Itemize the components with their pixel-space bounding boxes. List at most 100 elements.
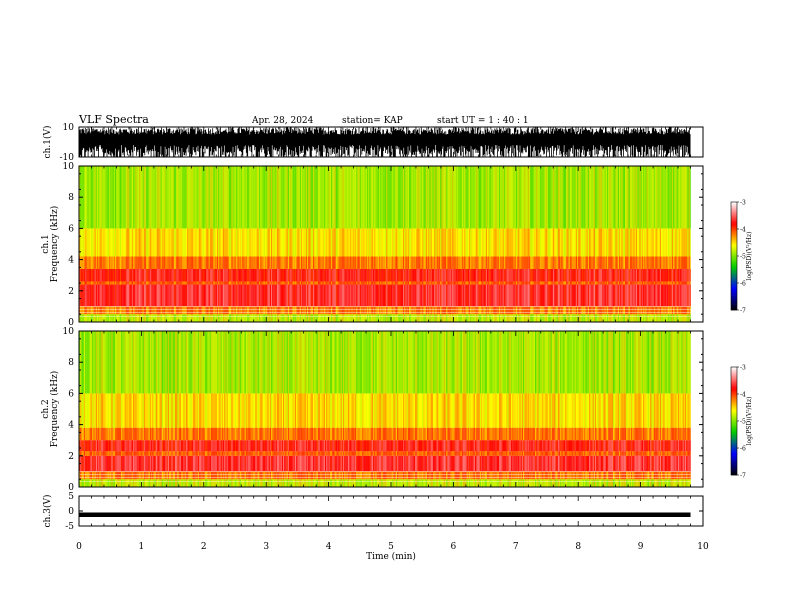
spectrogram-streak bbox=[86, 479, 88, 487]
spectrogram-streak bbox=[117, 281, 119, 285]
spectrogram-streak bbox=[103, 440, 105, 452]
spectrogram-streak bbox=[124, 331, 126, 394]
spectrogram-streak bbox=[524, 306, 526, 315]
spectrogram-streak bbox=[514, 166, 516, 229]
spectrogram-streak bbox=[135, 306, 137, 315]
spectrogram-streak bbox=[171, 281, 173, 285]
spectrogram-streak bbox=[674, 228, 676, 257]
spectrogram-streak bbox=[577, 268, 579, 282]
spectrogram-streak bbox=[106, 306, 108, 315]
spectrogram-streak bbox=[590, 166, 592, 229]
spectrogram-streak bbox=[175, 281, 177, 285]
spectrogram-streak bbox=[644, 306, 646, 315]
spectrogram-streak bbox=[635, 166, 637, 229]
spectrogram-streak bbox=[381, 268, 383, 282]
spectrogram-streak bbox=[571, 166, 573, 229]
spectrogram-streak bbox=[403, 284, 405, 307]
spectrogram-streak bbox=[641, 284, 643, 307]
spectrogram-streak bbox=[98, 331, 100, 394]
spectrogram-streak bbox=[153, 471, 155, 480]
spectrogram-streak bbox=[332, 306, 334, 315]
spectrogram-streak bbox=[177, 314, 179, 322]
spectrogram-streak bbox=[322, 314, 324, 322]
spectrogram-streak bbox=[113, 284, 115, 307]
spectrogram-streak bbox=[543, 166, 545, 229]
spectrogram-streak bbox=[97, 455, 99, 472]
spectrogram-streak bbox=[399, 284, 401, 307]
spectrogram-streak bbox=[585, 256, 587, 269]
spectrogram-streak bbox=[491, 314, 493, 322]
spectrogram-streak bbox=[307, 281, 309, 285]
spectrogram-streak bbox=[160, 427, 162, 441]
spectrogram-streak bbox=[494, 314, 496, 322]
spectrogram-streak bbox=[526, 256, 528, 269]
spectrogram-streak bbox=[332, 228, 334, 257]
spectrogram-streak bbox=[583, 281, 585, 285]
spectrogram-streak bbox=[515, 166, 517, 229]
spectrogram-streak bbox=[368, 228, 370, 257]
spectrogram-streak bbox=[476, 268, 478, 282]
spectrogram-streak bbox=[490, 256, 492, 269]
spectrogram-streak bbox=[79, 427, 81, 441]
spectrogram-streak bbox=[178, 471, 180, 480]
spectrogram-streak bbox=[652, 166, 654, 229]
spectrogram-streak bbox=[189, 228, 191, 257]
spectrogram-streak bbox=[664, 314, 666, 322]
spectrogram-streak bbox=[105, 393, 107, 428]
spectrogram-streak bbox=[245, 166, 247, 229]
spectrogram-streak bbox=[233, 228, 235, 257]
spectrogram-streak bbox=[121, 256, 123, 269]
spectrogram-streak bbox=[370, 228, 372, 257]
spectrogram-streak bbox=[543, 284, 545, 307]
spectrogram-streak bbox=[200, 228, 202, 257]
spectrogram-streak bbox=[625, 284, 627, 307]
spectrogram-streak bbox=[243, 284, 245, 307]
spectrogram-streak bbox=[82, 331, 84, 394]
spectrogram-streak bbox=[651, 284, 653, 307]
spectrogram-streak bbox=[290, 284, 292, 307]
spectrogram-streak bbox=[529, 228, 531, 257]
spectrogram-streak bbox=[151, 393, 153, 428]
spectrogram-streak bbox=[494, 268, 496, 282]
spectrogram-streak bbox=[207, 314, 209, 322]
spectrogram-streak bbox=[272, 166, 274, 229]
spectrogram-streak bbox=[475, 314, 477, 322]
spectrogram-streak bbox=[87, 455, 89, 472]
spectrogram-streak bbox=[519, 281, 521, 285]
spectrogram-streak bbox=[407, 306, 409, 315]
spectrogram-streak bbox=[175, 479, 177, 487]
spectrogram-streak bbox=[99, 314, 101, 322]
spectrogram-streak bbox=[563, 228, 565, 257]
spectrogram-streak bbox=[583, 268, 585, 282]
spectrogram-streak bbox=[421, 228, 423, 257]
spectrogram-streak bbox=[281, 284, 283, 307]
spectrogram-streak bbox=[155, 393, 157, 428]
spectrogram-streak bbox=[347, 306, 349, 315]
spectrogram-streak bbox=[405, 166, 407, 229]
spectrogram-streak bbox=[383, 228, 385, 257]
spectrogram-streak bbox=[430, 166, 432, 229]
spectrogram-streak bbox=[501, 284, 503, 307]
spectrogram-streak bbox=[82, 228, 84, 257]
spectrogram-streak bbox=[353, 228, 355, 257]
spectrogram-streak bbox=[644, 256, 646, 269]
spectrogram-streak bbox=[478, 284, 480, 307]
spectrogram-streak bbox=[562, 256, 564, 269]
spectrogram-streak bbox=[268, 284, 270, 307]
spectrogram-streak bbox=[412, 306, 414, 315]
spectrogram-streak bbox=[313, 281, 315, 285]
spectrogram-streak bbox=[81, 281, 83, 285]
spectrogram-streak bbox=[445, 228, 447, 257]
spectrogram-streak bbox=[101, 268, 103, 282]
spectrogram-streak bbox=[386, 284, 388, 307]
spectrogram-streak bbox=[625, 314, 627, 322]
spectrogram-streak bbox=[145, 268, 147, 282]
spectrogram-streak bbox=[187, 427, 189, 441]
spectrogram-streak bbox=[136, 281, 138, 285]
spectrogram-streak bbox=[193, 331, 195, 394]
spectrogram-streak bbox=[388, 268, 390, 282]
spectrogram-streak bbox=[261, 314, 263, 322]
spectrogram-streak bbox=[503, 284, 505, 307]
spectrogram-streak bbox=[542, 314, 544, 322]
spectrogram-streak bbox=[197, 427, 199, 441]
